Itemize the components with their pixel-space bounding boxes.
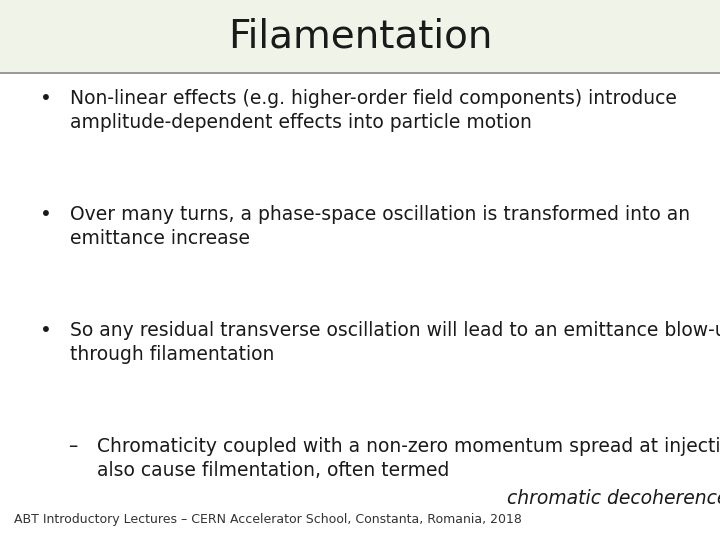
Text: Non-linear effects (e.g. higher-order field components) introduce
amplitude-depe: Non-linear effects (e.g. higher-order fi… <box>70 89 677 132</box>
Text: chromatic decoherence: chromatic decoherence <box>508 489 720 508</box>
Text: Filamentation: Filamentation <box>228 17 492 56</box>
Text: •: • <box>40 205 51 224</box>
Text: •: • <box>40 321 51 340</box>
Text: Over many turns, a phase-space oscillation is transformed into an
emittance incr: Over many turns, a phase-space oscillati… <box>70 205 690 248</box>
Text: •: • <box>40 89 51 108</box>
FancyBboxPatch shape <box>0 0 720 73</box>
Text: –: – <box>68 437 78 456</box>
Text: Chromaticity coupled with a non-zero momentum spread at injection can
also cause: Chromaticity coupled with a non-zero mom… <box>97 437 720 480</box>
Text: So any residual transverse oscillation will lead to an emittance blow-up
through: So any residual transverse oscillation w… <box>70 321 720 364</box>
Text: ABT Introductory Lectures – CERN Accelerator School, Constanta, Romania, 2018: ABT Introductory Lectures – CERN Acceler… <box>14 514 522 526</box>
